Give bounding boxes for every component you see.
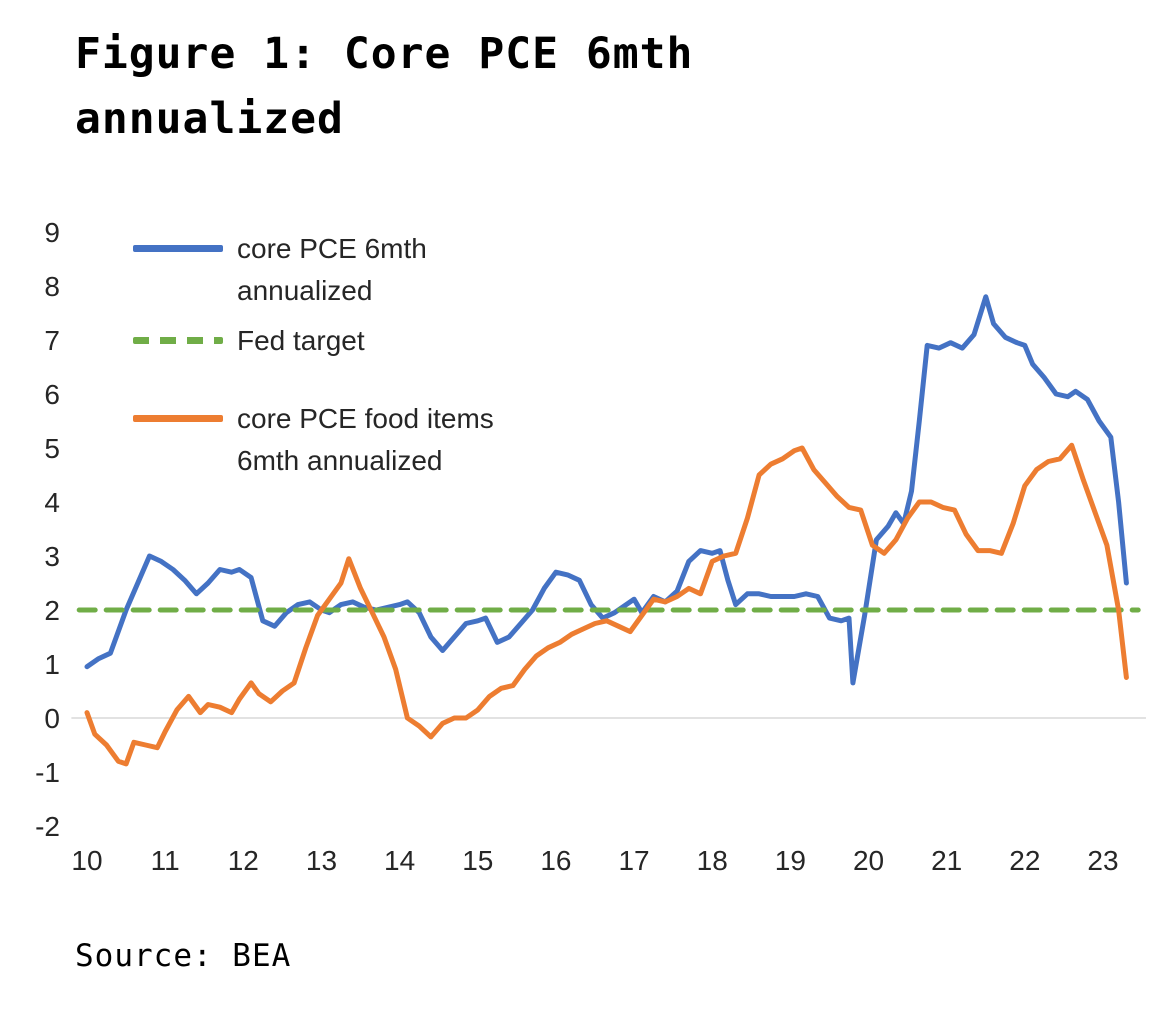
y-tick-label: 3 [44,541,60,572]
y-tick-label: 7 [44,325,60,356]
series-line-2 [84,442,1129,767]
x-tick-label: 14 [384,845,415,876]
x-tick-label: 20 [853,845,884,876]
legend-item-core-pce-food: core PCE food items 6mth annualized [133,398,494,482]
x-tick-label: 15 [462,845,493,876]
y-tick-label: 0 [44,703,60,734]
legend: core PCE 6mth annualized Fed target core… [133,228,494,482]
legend-line-sample-green-dashed [133,337,223,344]
source-note: Source: BEA [75,938,292,974]
legend-line-sample-orange [133,415,223,422]
x-tick-label: 23 [1087,845,1118,876]
legend-item-core-pce-label: core PCE 6mth annualized [237,228,427,312]
legend-line-sample-blue [133,245,223,252]
legend-item-fed-target: Fed target [133,320,494,362]
legend-item-fed-target-label: Fed target [237,320,365,362]
y-tick-label: 5 [44,433,60,464]
figure-title: Figure 1: Core PCE 6mth annualized [75,29,694,144]
x-tick-label: 16 [540,845,571,876]
x-tick-label: 22 [1009,845,1040,876]
x-tick-label: 19 [775,845,806,876]
legend-label-line: Fed target [237,325,365,356]
x-tick-label: 13 [306,845,337,876]
legend-label-line: core PCE 6mth [237,233,427,264]
y-tick-label: 1 [44,649,60,680]
legend-label-line: annualized [237,275,373,306]
y-tick-label: 9 [44,217,60,248]
y-tick-label: 6 [44,379,60,410]
legend-label-line: 6mth annualized [237,445,443,476]
x-tick-label: 11 [151,845,180,876]
legend-label-line: core PCE food items [237,403,494,434]
x-tick-label: 12 [228,845,259,876]
legend-item-core-pce-food-label: core PCE food items 6mth annualized [237,398,494,482]
y-tick-label: -2 [35,811,60,842]
y-tick-label: 4 [44,487,60,518]
y-tick-label: 8 [44,271,60,302]
y-tick-label: 2 [44,595,60,626]
y-tick-label: -1 [35,757,60,788]
legend-item-core-pce: core PCE 6mth annualized [133,228,494,312]
x-tick-label: 17 [618,845,649,876]
x-tick-label: 10 [71,845,102,876]
series-line-0 [84,294,1129,686]
x-tick-label: 21 [931,845,962,876]
x-tick-label: 18 [697,845,728,876]
chart-area: -2 -1 0 1 2 3 4 5 6 7 8 9 10 11 12 13 14 15 16 17 18 19 20 21 22… [0,178,1169,900]
